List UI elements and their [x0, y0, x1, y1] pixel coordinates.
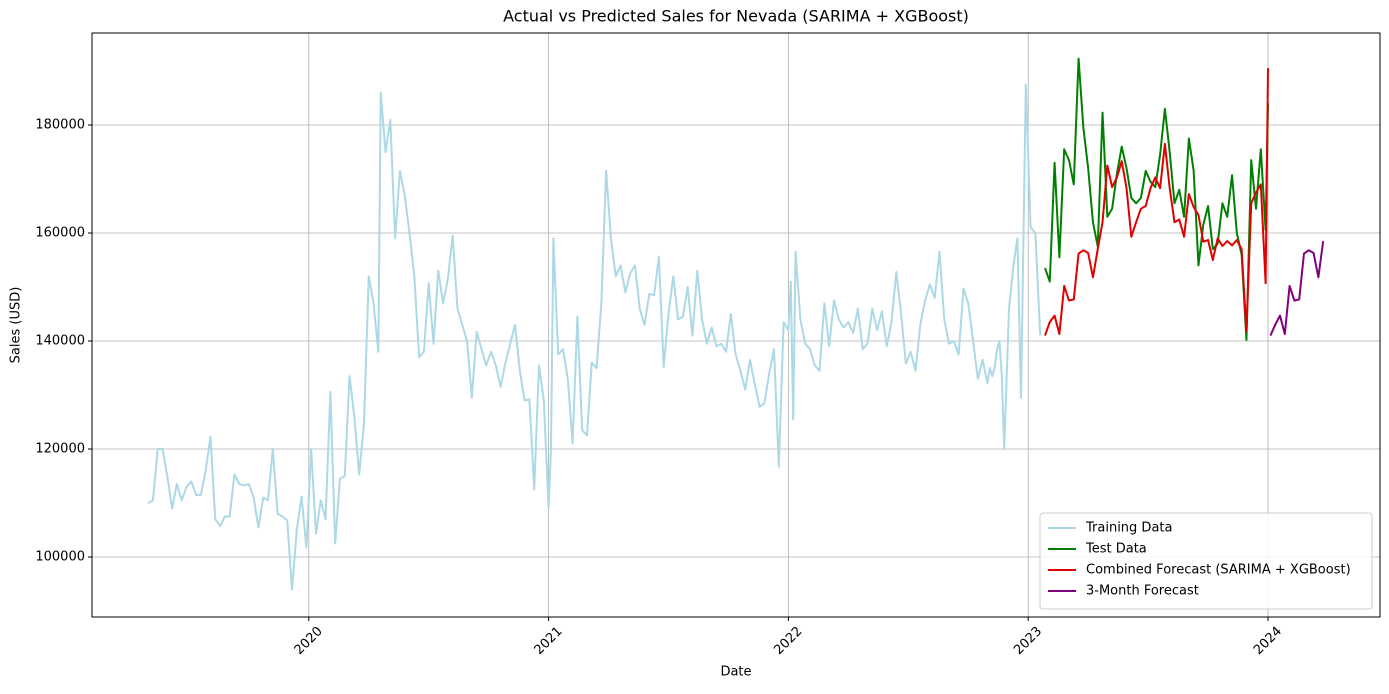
y-tick-label: 100000	[35, 550, 85, 565]
legend-label: 3-Month Forecast	[1086, 584, 1199, 599]
legend-box	[1039, 512, 1373, 610]
legend: Training Data Test Data Combined Forecast …	[1039, 512, 1373, 610]
y-tick-label: 140000	[35, 334, 85, 349]
line-series	[1044, 68, 1270, 336]
y-tick-label: 180000	[35, 117, 85, 132]
line-series	[1044, 57, 1270, 341]
x-tick-label: 2021	[532, 624, 566, 658]
y-axis-label: Sales (USD)	[9, 287, 24, 364]
x-tick-label: 2023	[1011, 624, 1045, 658]
x-tick-label: 2024	[1251, 624, 1285, 658]
legend-label: Combined Forecast (SARIMA + XGBoost)	[1086, 563, 1351, 578]
y-tick-label: 120000	[35, 442, 85, 457]
legend-label: Test Data	[1085, 542, 1147, 557]
line-series	[147, 83, 1042, 591]
x-tick-label: 2020	[292, 624, 326, 658]
line-series	[1269, 240, 1325, 337]
plot-frame	[91, 32, 1381, 618]
chart-title: Actual vs Predicted Sales for Nevada (SA…	[503, 7, 969, 26]
legend-label: Training Data	[1085, 521, 1172, 536]
x-axis-label: Date	[720, 665, 751, 680]
x-tick-label: 2022	[771, 624, 805, 658]
y-tick-label: 160000	[35, 226, 85, 241]
